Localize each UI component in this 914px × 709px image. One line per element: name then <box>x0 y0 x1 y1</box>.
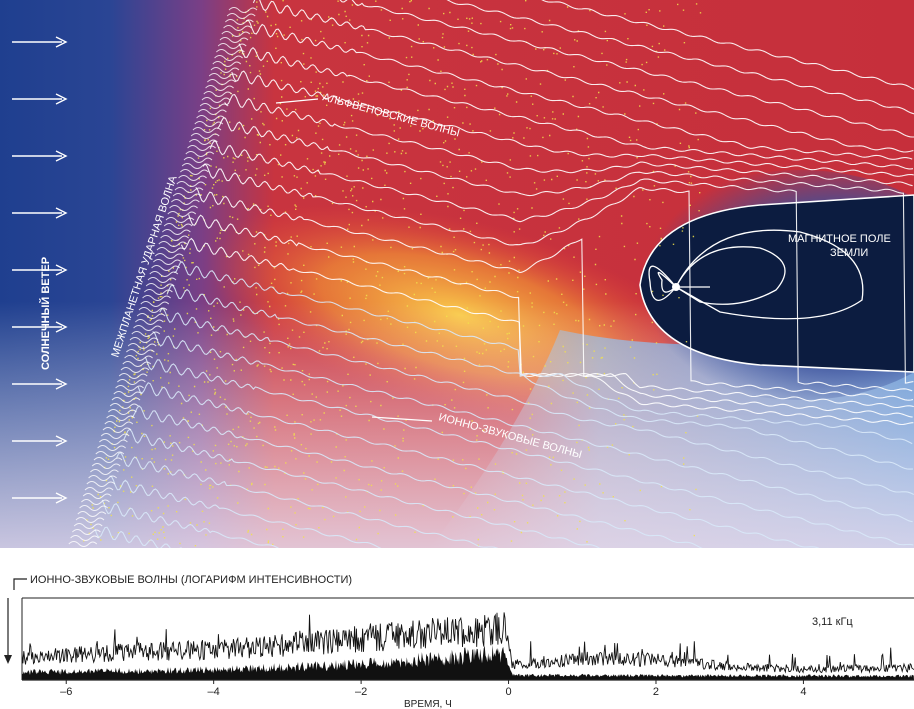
shock-wave-dashes <box>68 7 258 547</box>
wind-arrow-icon <box>12 36 68 48</box>
alfven-leader <box>275 98 319 104</box>
earth-field-lines <box>648 229 864 320</box>
wind-arrow-icon <box>12 492 68 504</box>
x-tick-label: –6 <box>60 686 72 698</box>
intensity-chart: ИОННО-ЗВУКОВЫЕ ВОЛНЫ (ЛОГАРИФМ ИНТЕНСИВН… <box>4 574 914 709</box>
wind-arrow-icon <box>12 550 66 560</box>
solar-wind-label: СОЛНЕЧНЫЙ ВЕТЕР <box>39 257 52 370</box>
x-tick-label: –4 <box>208 686 220 698</box>
earth-icon <box>672 283 680 291</box>
ion-acoustic-leader <box>371 416 433 422</box>
x-tick-label: 2 <box>653 686 659 698</box>
x-tick-label: 0 <box>505 686 511 698</box>
signal-floor-fill <box>22 644 914 680</box>
wind-arrow-icon <box>12 150 68 162</box>
wind-arrow-icon <box>12 378 68 390</box>
y-axis-arrowhead <box>4 655 12 664</box>
wind-arrow-icon <box>12 435 68 447</box>
interplanetary-field-lines <box>94 0 914 548</box>
wind-arrow-icon <box>12 207 68 219</box>
chart-title-bracket <box>13 578 27 590</box>
wind-arrow-icon <box>12 93 68 105</box>
x-tick-label: 4 <box>800 686 806 698</box>
frequency-annotation: 3,11 кГц <box>812 616 853 628</box>
x-axis-label: ВРЕМЯ, Ч <box>404 699 452 709</box>
solar-wind-arrows <box>12 36 68 560</box>
wind-arrow-icon <box>12 264 68 276</box>
chart-title: ИОННО-ЗВУКОВЫЕ ВОЛНЫ (ЛОГАРИФМ ИНТЕНСИВН… <box>30 574 352 586</box>
x-axis: –6 –4 –2 0 2 4 <box>60 680 806 698</box>
earth-field-label-line2: ЗЕМЛИ <box>830 247 868 259</box>
signal-trace <box>22 612 914 674</box>
x-tick-label: –2 <box>355 686 367 698</box>
magnetosphere-body <box>639 194 914 373</box>
wind-arrow-icon <box>12 321 68 333</box>
earth-field-label-line1: МАГНИТНОЕ ПОЛЕ <box>788 233 891 245</box>
